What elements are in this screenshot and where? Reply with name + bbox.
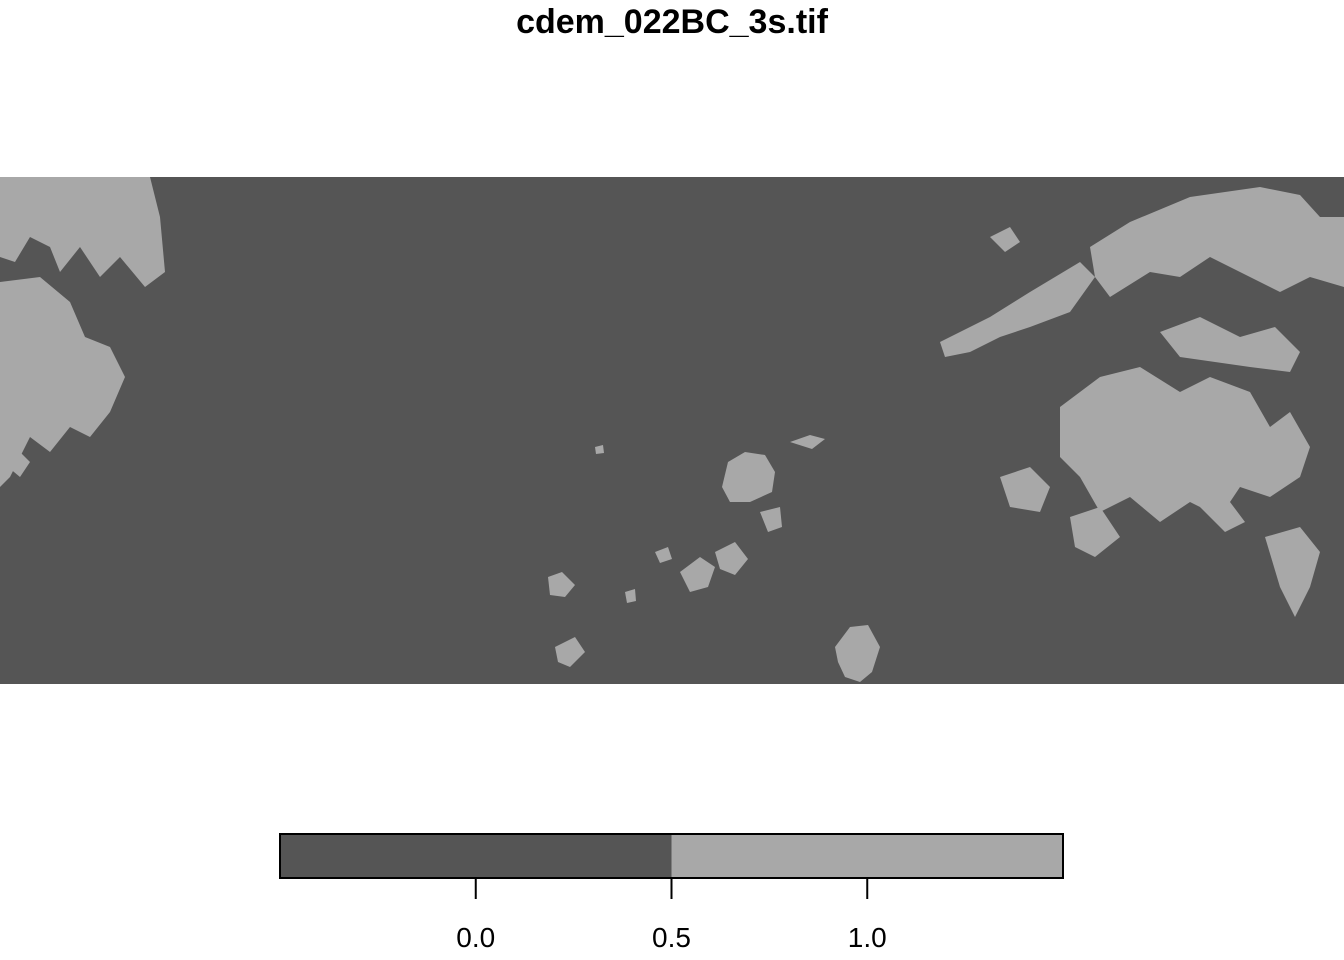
island-scatter-2 [715,542,748,575]
land-nw-fragments [8,382,85,477]
legend-tick-label-2: 1.0 [848,922,887,953]
raster-map [0,177,1344,684]
legend-ticks: 0.0 0.5 1.0 [456,878,887,953]
island-scatter-1 [680,557,715,592]
land-nw-lower [0,277,125,487]
land-nw-upper [0,177,165,287]
island-central [722,452,775,502]
land-e-cluster-4 [1265,527,1320,617]
raster-class-1-regions [0,177,1344,682]
legend-bins [280,834,1063,878]
legend-bin-0 [280,834,672,878]
land-e-cluster-2 [1160,317,1300,372]
legend-tick-label-0: 0.0 [456,922,495,953]
island-scatter-3 [760,507,782,532]
land-ne-ridge [940,262,1095,357]
island-scatter-6 [835,625,880,682]
island-scatter-4 [655,547,672,563]
land-e-cluster-3 [1000,467,1050,512]
island-scatter-5 [555,637,585,667]
legend-bin-1 [671,834,1063,878]
legend-tick-label-1: 0.5 [652,922,691,953]
land-e-fragments [1070,502,1245,557]
land-ne-main [1090,187,1344,297]
island-central-small-2 [548,572,575,597]
map-title: cdem_022BC_3s.tif [516,3,828,41]
island-scatter-8 [595,445,604,454]
island-central-small-1 [790,435,825,449]
island-scatter-7 [625,589,636,603]
land-ne-fragment [990,227,1020,252]
color-legend: 0.0 0.5 1.0 [279,833,1064,953]
land-e-cluster-1 [1060,367,1310,522]
